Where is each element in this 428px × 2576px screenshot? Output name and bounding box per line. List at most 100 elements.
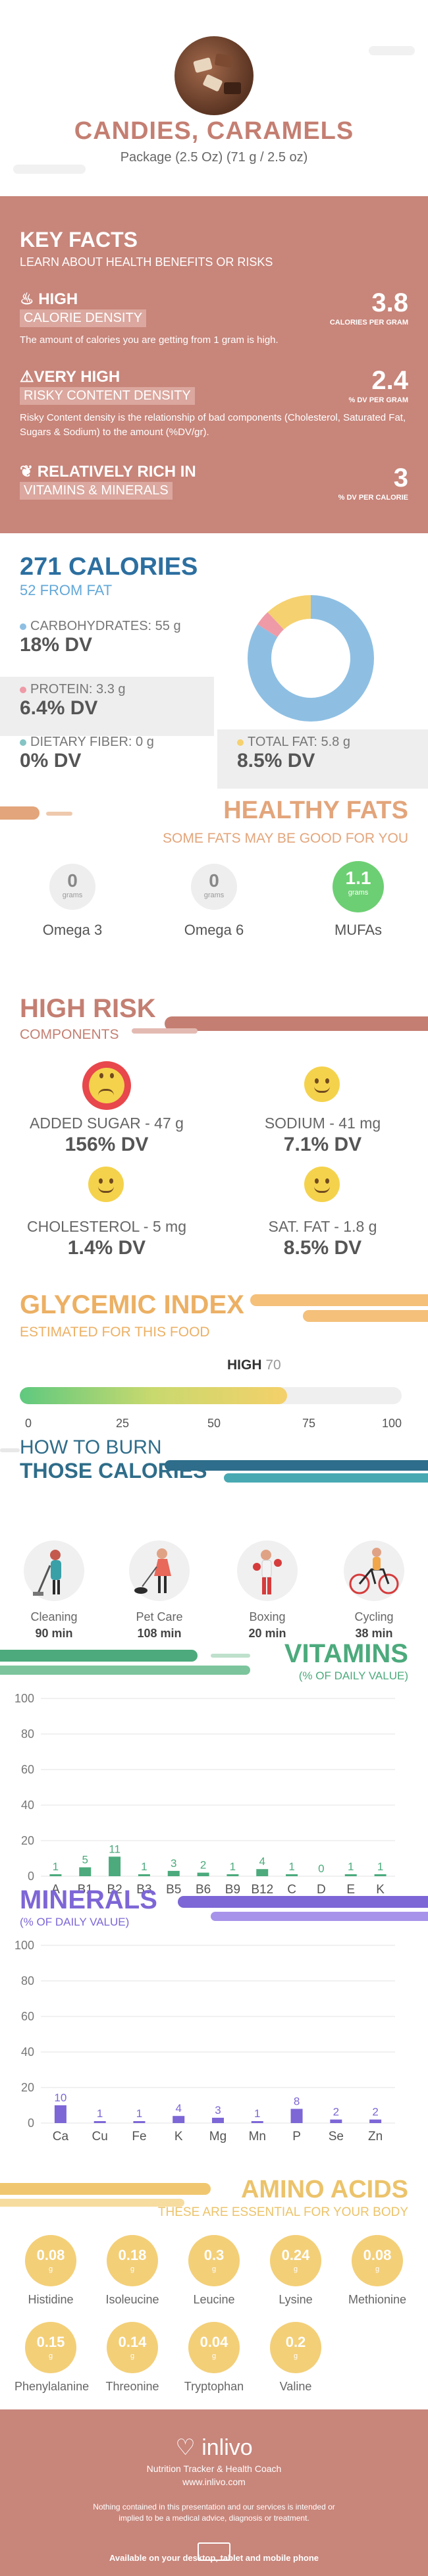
activity-cleaning: Cleaning 90 min (11, 1540, 97, 1641)
key-fact-level: ❦ RELATIVELY RICH IN (20, 463, 196, 481)
amino-title: AMINO ACIDS (240, 2176, 408, 2203)
bar-value-label: 1 (230, 1860, 236, 1873)
vitamins-subtitle: (% OF DAILY VALUE) (298, 1669, 408, 1682)
bar-value-label: 1 (136, 2107, 142, 2120)
key-fact-name: RISKY CONTENT DENSITY (20, 387, 195, 405)
bar (369, 2119, 382, 2123)
footer-disclaimer: Nothing contained in this presentation a… (93, 2502, 335, 2523)
bar-value-label: 1 (53, 1860, 59, 1873)
macro-highlight (217, 729, 428, 789)
pet-care-icon (129, 1540, 190, 1601)
bar-value-label: 2 (200, 1859, 206, 1872)
minerals-subtitle: (% OF DAILY VALUE) (20, 1916, 130, 1928)
glycemic-tick: 0 (25, 1417, 32, 1430)
bar (138, 1874, 150, 1876)
glycemic-tick: 50 (207, 1417, 221, 1430)
bar-value-label: 1 (377, 1860, 383, 1873)
x-tick-label: K (376, 1883, 385, 1897)
dot-icon (20, 687, 26, 693)
activity-cycling: Cycling 38 min (331, 1540, 417, 1641)
omega6-label: Omega 6 (184, 922, 244, 938)
footer-logo: ♡ inlivo (175, 2435, 253, 2460)
bar-value-label: 1 (288, 1860, 294, 1873)
bar-value-label: 2 (333, 2106, 339, 2118)
calories-from-fat: 52 FROM FAT (20, 582, 113, 598)
y-tick-label: 60 (21, 1763, 34, 1776)
key-fact-level: ⚠VERY HIGH (20, 368, 120, 386)
glycemic-level: HIGH 70 (227, 1357, 281, 1373)
x-tick-label: B5 (166, 1883, 181, 1897)
calories-title: 271 CALORIES (20, 553, 198, 581)
y-tick-label: 0 (28, 1870, 34, 1883)
y-tick-label: 20 (21, 2081, 34, 2094)
macro-fiber: DIETARY FIBER: 0 g 0% DV (20, 735, 154, 772)
smile-icon (88, 1167, 124, 1202)
glycemic-bar (20, 1387, 402, 1404)
bar-value-label: 3 (171, 1857, 176, 1870)
bar-value-label: 1 (97, 2107, 103, 2120)
y-tick-label: 80 (21, 1974, 34, 1987)
vitamins-title: VITAMINS (284, 1639, 408, 1668)
activity-pet-care: Pet Care 108 min (117, 1540, 202, 1641)
x-tick-label: A (51, 1883, 60, 1897)
high-risk-title: HIGH RISK (20, 994, 156, 1023)
dot-icon (237, 739, 244, 746)
risk-value: 8.5% DV (283, 1237, 362, 1259)
footer-site[interactable]: www.inlivo.com (182, 2477, 246, 2487)
cleaning-icon (24, 1540, 84, 1601)
bar (79, 1867, 92, 1876)
x-tick-label: B2 (107, 1883, 122, 1897)
decor-streak (211, 1912, 428, 1921)
amino-valine: 0.2 g Valine (259, 2322, 332, 2394)
y-tick-label: 60 (21, 2010, 34, 2023)
risk-value: 1.4% DV (67, 1237, 146, 1259)
burn-title-2: THOSE CALORIES (20, 1459, 207, 1483)
decor-streak (0, 2183, 211, 2195)
y-tick-label: 20 (21, 1834, 34, 1847)
smile-icon (304, 1066, 340, 1102)
minerals-title: MINERALS (20, 1885, 157, 1914)
risk-value: 7.1% DV (283, 1134, 362, 1155)
x-tick-label: B1 (78, 1883, 93, 1897)
bar (290, 2109, 303, 2123)
macro-protein: PROTEIN: 3.3 g 6.4% DV (20, 682, 126, 719)
x-tick-label: Se (329, 2130, 344, 2143)
bar-value-label: 11 (109, 1843, 120, 1855)
glycemic-tick: 100 (382, 1417, 402, 1430)
macro-donut-chart (248, 595, 374, 722)
x-tick-label: Mn (249, 2130, 266, 2143)
decor-streak (132, 1028, 198, 1034)
key-facts-subtitle: LEARN ABOUT HEALTH BENEFITS OR RISKS (20, 255, 273, 269)
footer: ♡ inlivo Nutrition Tracker & Health Coac… (0, 2409, 428, 2576)
bar (374, 1874, 387, 1876)
decor-streak (0, 1650, 198, 1662)
mufa-circle: 1.1 grams (333, 861, 384, 912)
bar-value-label: 8 (294, 2095, 300, 2107)
y-tick-label: 40 (21, 1799, 34, 1812)
x-tick-label: K (174, 2130, 183, 2143)
omega3-label: Omega 3 (42, 922, 103, 938)
x-tick-label: C (287, 1883, 296, 1897)
decor-streak (0, 2199, 184, 2207)
glycemic-subtitle: ESTIMATED FOR THIS FOOD (20, 1325, 210, 1340)
x-tick-label: B9 (225, 1883, 240, 1897)
x-tick-label: B12 (251, 1883, 273, 1897)
glycemic-title: GLYCEMIC INDEX (20, 1290, 244, 1319)
key-fact-name: VITAMINS & MINERALS (20, 482, 173, 500)
decor-streak (369, 46, 415, 55)
key-facts-section: KEY FACTS LEARN ABOUT HEALTH BENEFITS OR… (0, 196, 428, 533)
decor-streak (165, 1460, 428, 1471)
key-fact-unit: CALORIES PER GRAM (329, 319, 408, 327)
bar (167, 1870, 180, 1876)
bar-value-label: 5 (82, 1854, 88, 1866)
x-tick-label: Zn (368, 2130, 383, 2143)
decor-streak (46, 812, 72, 816)
hero-photo (174, 36, 254, 115)
x-tick-label: B6 (196, 1883, 211, 1897)
devices-icon (198, 2542, 230, 2561)
bar (256, 1869, 269, 1876)
key-facts-title: KEY FACTS (20, 228, 138, 251)
glycemic-bar-fill (20, 1387, 287, 1404)
bar (109, 1856, 121, 1876)
mufa-label: MUFAs (334, 922, 383, 938)
